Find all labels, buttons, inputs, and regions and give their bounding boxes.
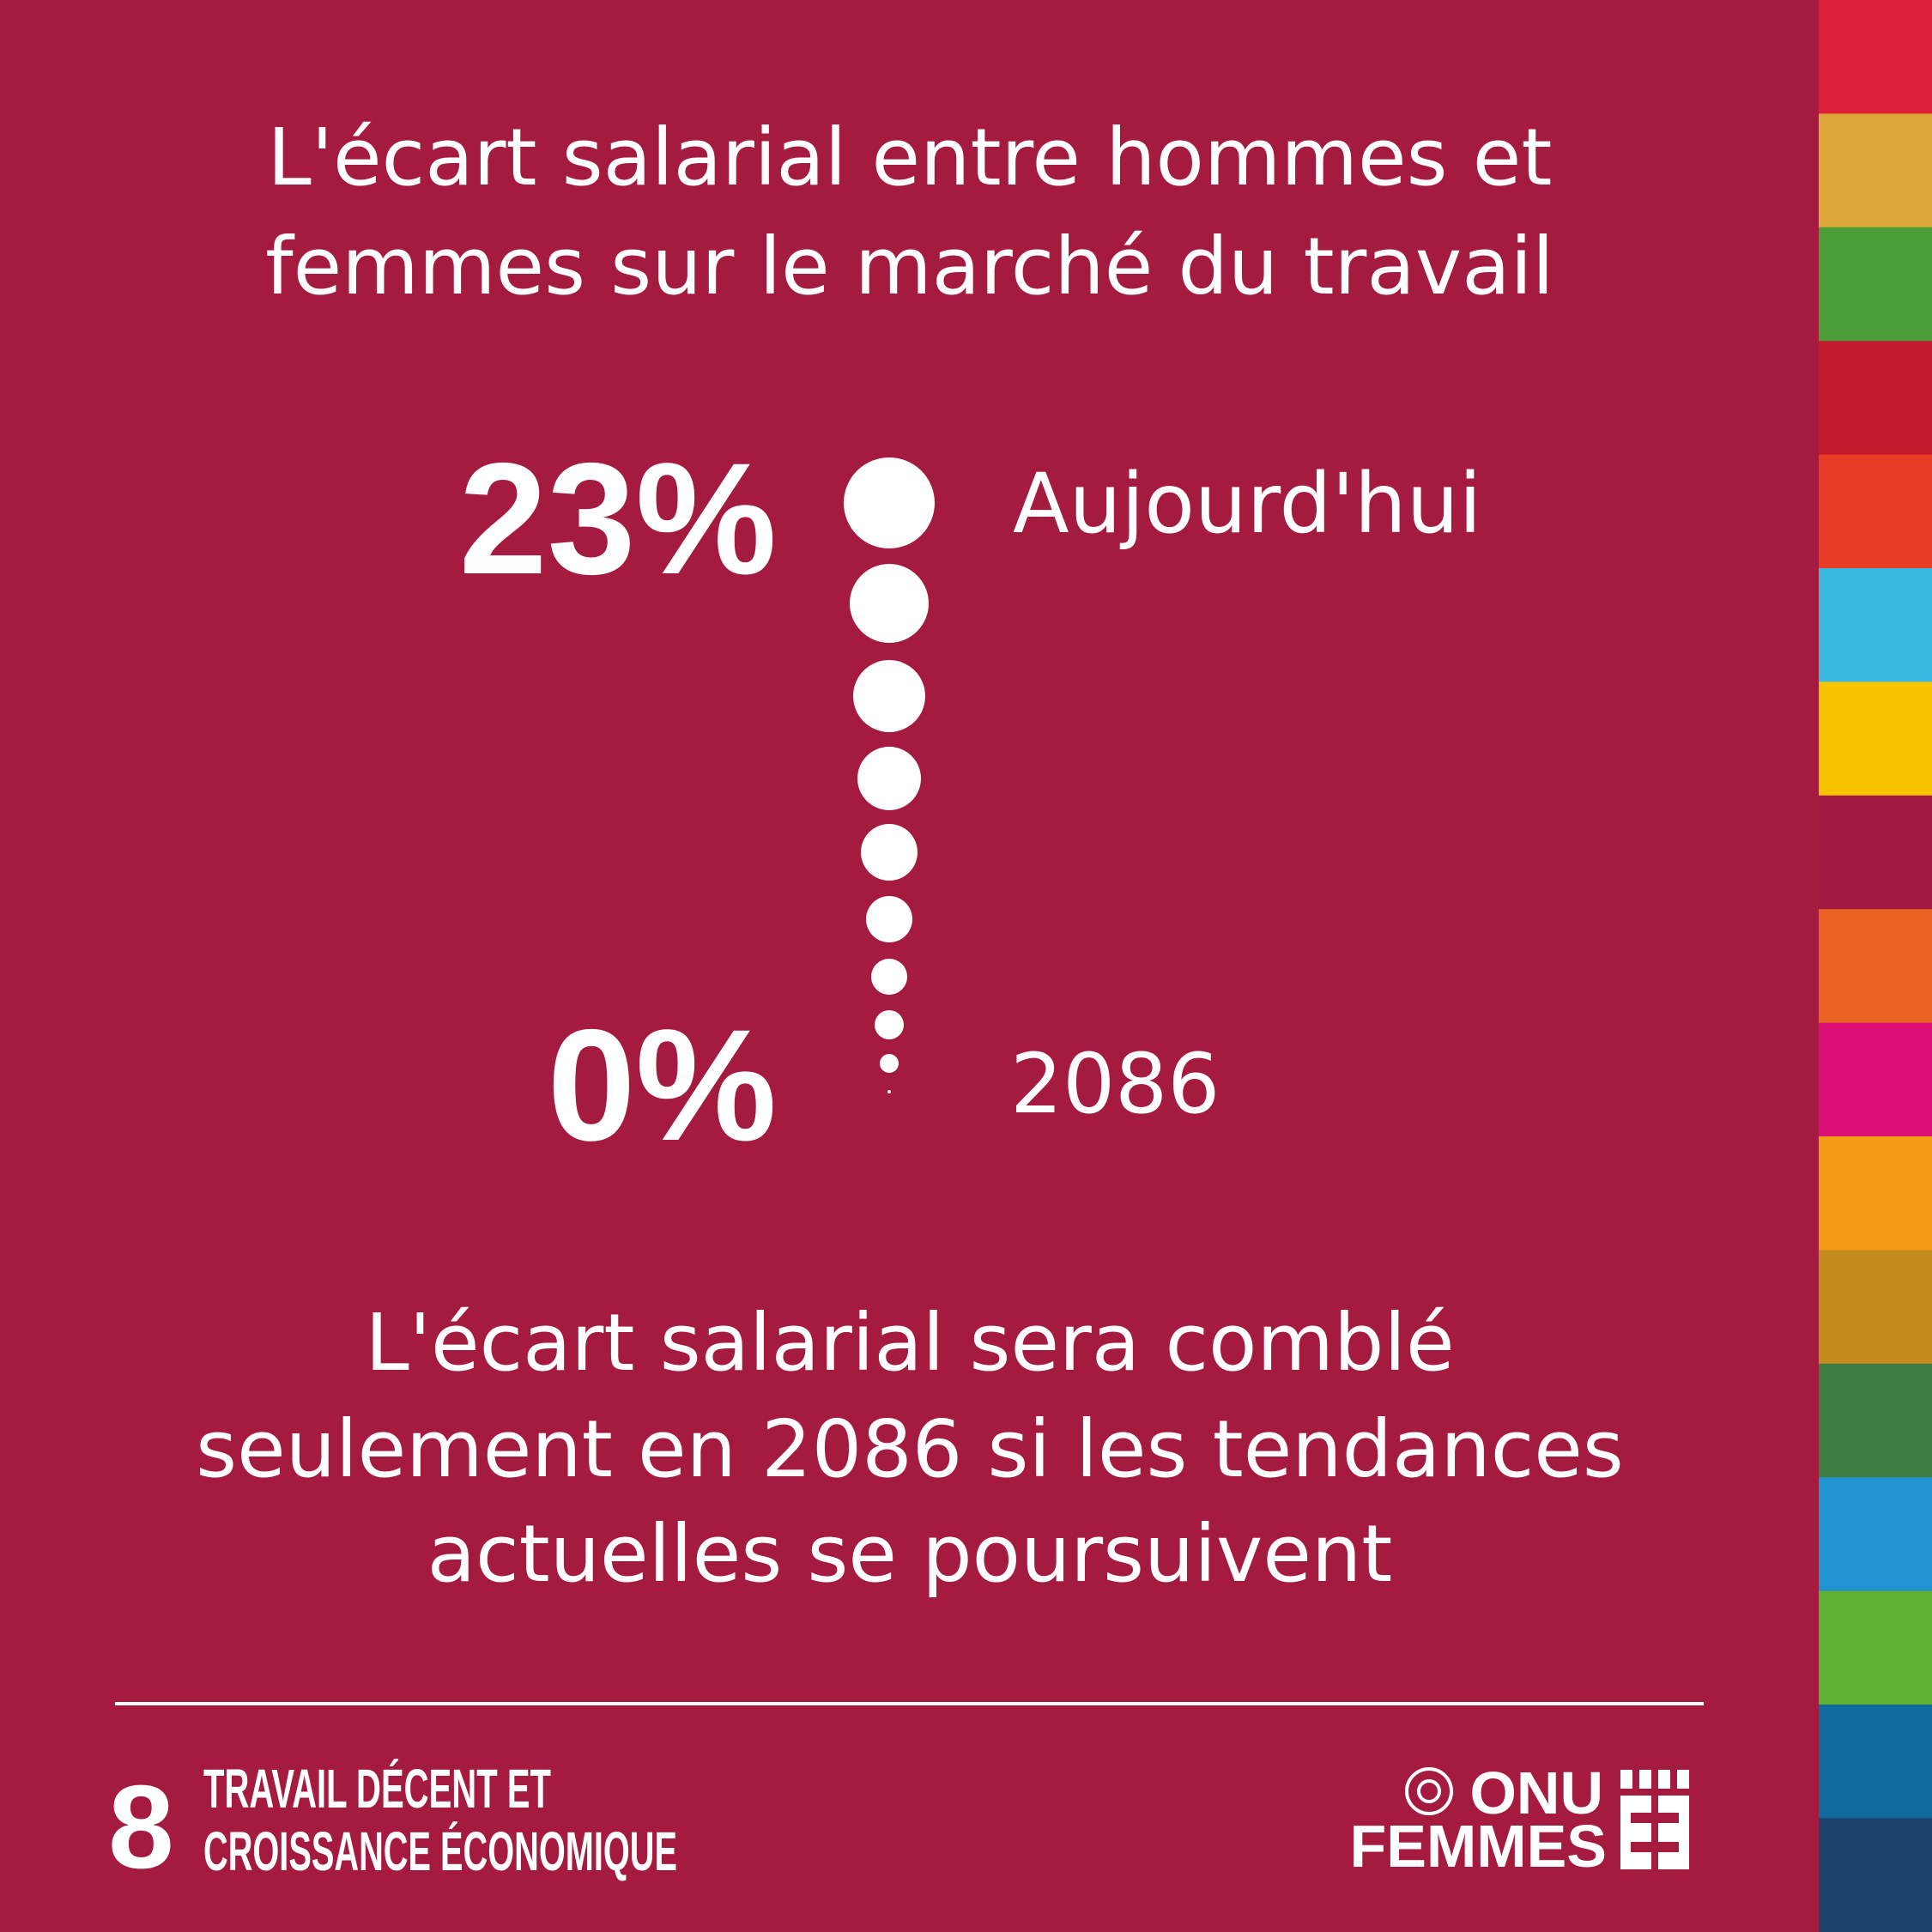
color-block xyxy=(1819,1590,1932,1705)
color-block xyxy=(1819,1477,1932,1592)
end-value: 0% xyxy=(548,997,777,1174)
color-block xyxy=(1819,454,1932,569)
end-label: 2086 xyxy=(1010,1036,1220,1132)
goal-number: 8 xyxy=(108,1761,174,1893)
un-emblem xyxy=(1405,1767,1453,1815)
logo-icon xyxy=(1620,1770,1689,1869)
logo-text: FEMMES xyxy=(1350,1813,1607,1880)
start-label: Aujourd'hui xyxy=(1013,456,1481,552)
color-block xyxy=(1819,909,1932,1024)
color-block xyxy=(1819,1022,1932,1137)
dots xyxy=(844,457,935,1093)
color-block xyxy=(1819,227,1932,342)
goal-text: CROISSANCE ÉCONOMIQUE xyxy=(203,1820,677,1882)
start-value: 23% xyxy=(459,431,777,608)
message-line: seulement en 2086 si les tendances xyxy=(196,1403,1624,1495)
color-block xyxy=(1819,1250,1932,1365)
color-block xyxy=(1819,568,1932,682)
color-block xyxy=(1819,113,1932,228)
color-block xyxy=(1819,1136,1932,1251)
title-line: L'écart salarial entre hommes et xyxy=(268,112,1553,203)
color-block xyxy=(1819,681,1932,796)
color-block xyxy=(1819,0,1932,114)
color-block xyxy=(1819,795,1932,910)
sdg-color-strip xyxy=(1819,0,1932,1932)
color-block xyxy=(1819,1818,1932,1932)
title-line: femmes sur le marché du travail xyxy=(265,221,1553,312)
color-block xyxy=(1819,1363,1932,1478)
color-block xyxy=(1819,341,1932,456)
goal-text: TRAVAIL DÉCENT ET xyxy=(203,1758,551,1820)
logo-text: ONU xyxy=(1469,1759,1603,1826)
color-block xyxy=(1819,1705,1932,1819)
message-line: L'écart salarial sera comblé xyxy=(365,1297,1454,1389)
message-line: actuelles se poursuivent xyxy=(427,1508,1393,1600)
